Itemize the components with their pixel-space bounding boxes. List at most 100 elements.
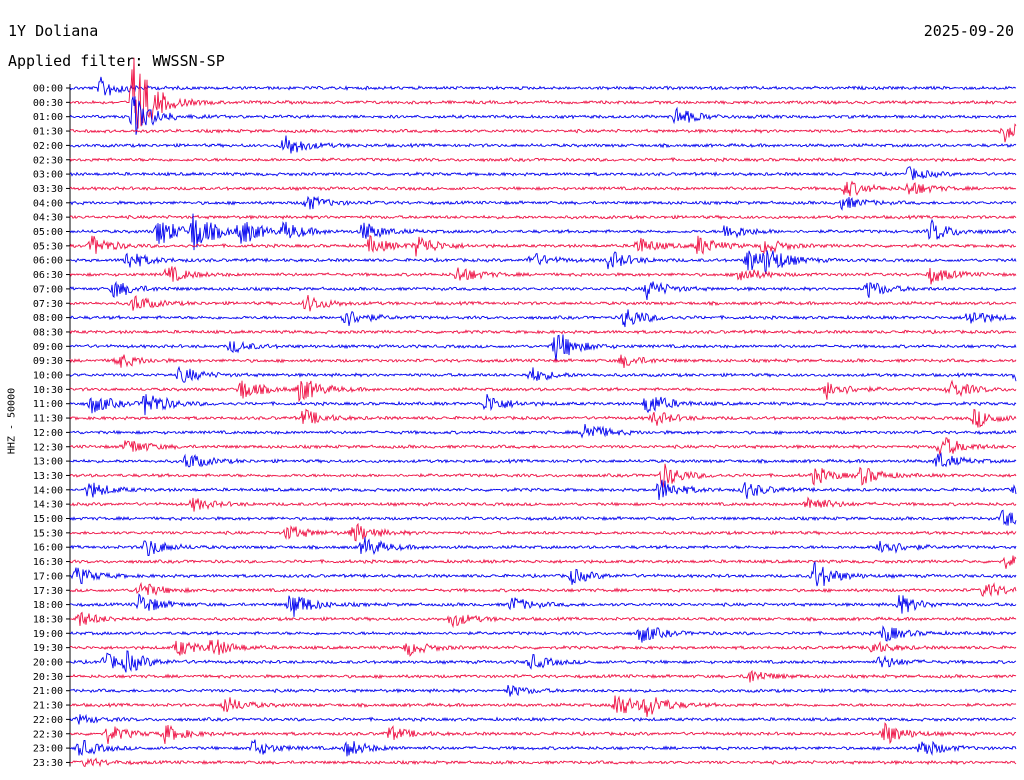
trace-row-1500	[69, 509, 1017, 527]
row-time-label: 23:00	[33, 744, 63, 755]
row-time-label: 00:30	[33, 98, 63, 109]
trace-row-0830	[69, 328, 1017, 335]
trace-row-2200	[69, 713, 1017, 725]
trace-row-1830	[69, 611, 1017, 629]
row-time-label: 20:00	[33, 658, 63, 669]
row-time-label: 02:30	[33, 155, 63, 166]
trace-row-2130	[69, 695, 1017, 717]
trace-row-1730	[69, 581, 1017, 598]
trace-row-1430	[69, 496, 1017, 512]
trace-row-0530	[69, 234, 1017, 257]
row-time-label: 09:00	[33, 342, 63, 353]
row-time-label: 20:30	[33, 672, 63, 683]
row-time-label: 10:00	[33, 371, 63, 382]
time-label-group: 00:00 00:30 01:00 01:30 02:00 02:30 03:00 03:30…	[33, 84, 70, 769]
row-time-label: 05:00	[33, 227, 63, 238]
trace-row-1200	[69, 424, 1017, 439]
row-time-label: 17:00	[33, 571, 63, 582]
trace-row-0230	[69, 156, 1017, 163]
trace-row-0930	[69, 354, 1017, 369]
row-time-label: 18:00	[33, 600, 63, 611]
trace-row-2100	[69, 684, 1017, 697]
row-time-label: 03:30	[33, 184, 63, 195]
trace-row-1600	[69, 537, 1017, 557]
row-time-label: 06:30	[33, 270, 63, 281]
trace-row-0200	[69, 135, 1017, 154]
row-time-label: 14:00	[33, 485, 63, 496]
trace-row-1630	[69, 555, 1017, 569]
trace-row-0800	[69, 309, 1017, 328]
row-time-label: 07:30	[33, 299, 63, 310]
row-time-label: 04:00	[33, 198, 63, 209]
trace-row-0700	[69, 280, 1017, 300]
trace-row-0600	[69, 250, 1017, 275]
row-time-label: 00:00	[33, 84, 63, 95]
row-time-label: 05:30	[33, 241, 63, 252]
row-time-label: 22:00	[33, 715, 63, 726]
row-time-label: 01:00	[33, 112, 63, 123]
row-time-label: 15:00	[33, 514, 63, 525]
trace-row-0000	[69, 76, 1017, 96]
trace-row-1930	[69, 639, 1017, 657]
trace-row-1230	[69, 437, 1017, 455]
row-time-label: 12:30	[33, 442, 63, 453]
row-time-label: 08:00	[33, 313, 63, 324]
trace-row-0630	[69, 266, 1017, 285]
row-time-label: 01:30	[33, 127, 63, 138]
row-time-label: 12:00	[33, 428, 63, 439]
row-time-label: 02:00	[33, 141, 63, 152]
trace-row-1330	[69, 463, 1017, 488]
trace-row-2030	[69, 669, 1017, 683]
trace-row-1030	[69, 379, 1017, 403]
row-time-label: 11:00	[33, 399, 63, 410]
row-time-label: 06:00	[33, 256, 63, 267]
row-time-label: 16:00	[33, 543, 63, 554]
row-time-label: 21:30	[33, 701, 63, 712]
trace-row-0330	[69, 180, 1017, 197]
row-time-label: 15:30	[33, 528, 63, 539]
trace-row-0730	[69, 295, 1017, 312]
trace-row-2330	[69, 757, 1017, 768]
trace-row-2230	[69, 722, 1017, 745]
row-time-label: 16:30	[33, 557, 63, 568]
row-time-label: 13:30	[33, 471, 63, 482]
trace-row-1700	[69, 560, 1017, 587]
trace-row-0500	[69, 213, 1017, 251]
trace-row-1100	[69, 393, 1017, 416]
station-title: 1Y Doliana	[8, 22, 99, 40]
row-time-label: 07:00	[33, 284, 63, 295]
row-time-label: 22:30	[33, 729, 63, 740]
row-time-label: 10:30	[33, 385, 63, 396]
trace-row-0100	[69, 96, 1017, 135]
trace-row-0400	[69, 195, 1017, 211]
trace-row-2300	[69, 739, 1017, 757]
filter-label: Applied filter: WWSSN-SP	[8, 52, 225, 70]
row-time-label: 11:30	[33, 414, 63, 425]
row-time-label: 18:30	[33, 614, 63, 625]
row-time-label: 13:00	[33, 457, 63, 468]
trace-row-1400	[70, 479, 1017, 501]
row-time-label: 23:30	[33, 758, 63, 769]
row-time-label: 04:30	[33, 213, 63, 224]
row-time-label: 17:30	[33, 586, 63, 597]
row-time-label: 08:30	[33, 327, 63, 338]
trace-row-0030	[69, 57, 1017, 129]
trace-row-1530	[69, 522, 1017, 542]
trace-row-1900	[69, 625, 1017, 643]
trace-row-1300	[69, 452, 1017, 468]
row-time-label: 21:00	[33, 686, 63, 697]
trace-row-1130	[69, 408, 1017, 428]
trace-row-1800	[70, 593, 1017, 617]
row-time-label: 19:00	[33, 629, 63, 640]
trace-row-1000	[69, 365, 1017, 383]
trace-row-0900	[69, 334, 1017, 362]
row-time-label: 19:30	[33, 643, 63, 654]
trace-row-0130	[69, 123, 1017, 143]
plot-date: 2025-09-20	[923, 22, 1014, 40]
row-time-label: 14:30	[33, 500, 63, 511]
row-time-label: 03:00	[33, 170, 63, 181]
row-time-label: 09:30	[33, 356, 63, 367]
trace-row-0300	[69, 166, 1017, 181]
trace-row-2000	[69, 650, 1017, 673]
